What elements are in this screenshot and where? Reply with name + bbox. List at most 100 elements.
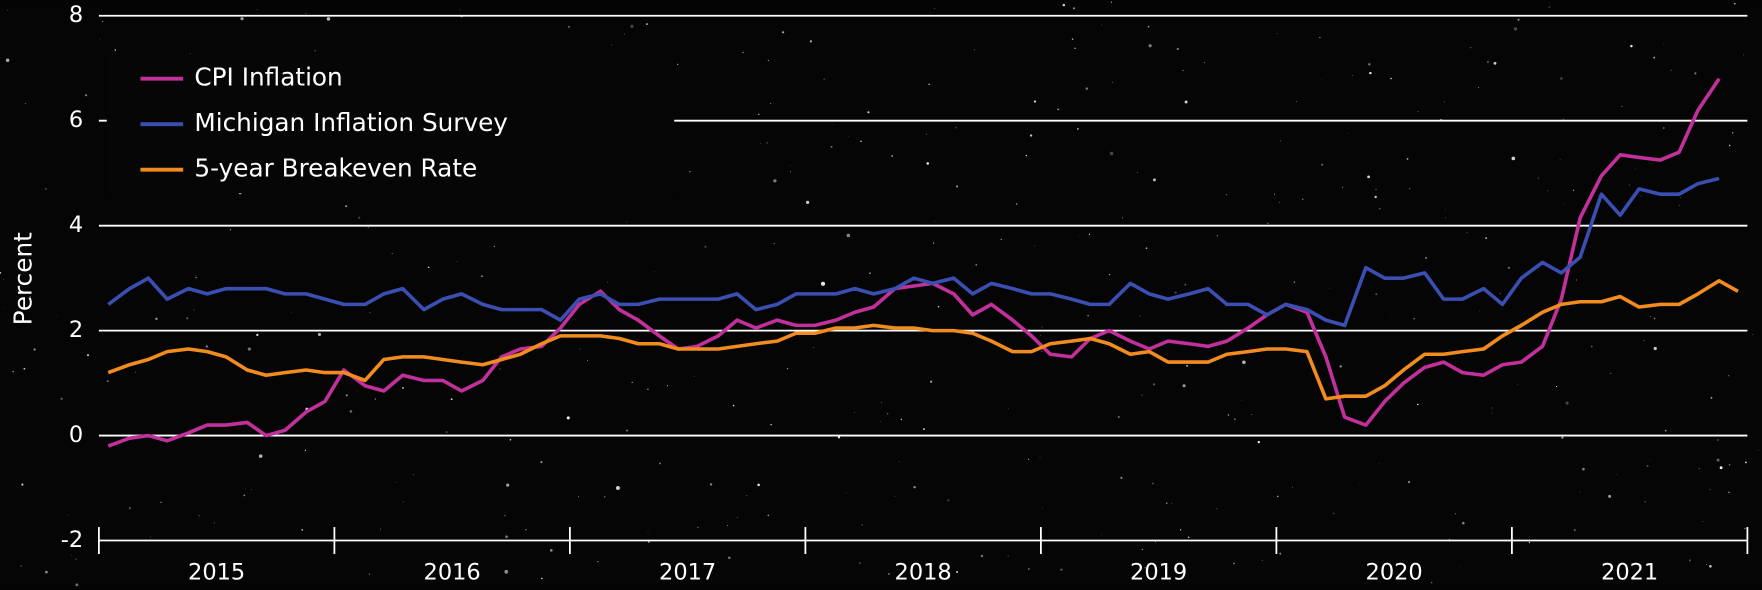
- star: [1342, 186, 1344, 188]
- star: [1227, 414, 1230, 416]
- star: [499, 368, 501, 370]
- star: [349, 410, 353, 413]
- star: [677, 63, 679, 66]
- star: [886, 413, 889, 415]
- star: [4, 306, 6, 308]
- star: [1111, 81, 1113, 83]
- star: [1709, 489, 1711, 491]
- star: [1034, 245, 1035, 247]
- legend-backdrop: [106, 53, 675, 194]
- star: [597, 561, 599, 563]
- star: [1517, 384, 1519, 385]
- star: [647, 541, 650, 543]
- star: [1176, 47, 1179, 51]
- star: [955, 127, 957, 129]
- star: [645, 23, 648, 26]
- star: [1359, 484, 1361, 486]
- star: [709, 483, 713, 486]
- star: [1727, 374, 1730, 377]
- star: [934, 220, 936, 222]
- star: [33, 348, 36, 351]
- star: [45, 570, 48, 574]
- star: [1698, 467, 1700, 470]
- star: [1321, 79, 1322, 81]
- star: [78, 530, 80, 532]
- star: [367, 227, 369, 229]
- x-tick-label: 2016: [424, 560, 481, 586]
- star: [1449, 538, 1450, 540]
- star: [1443, 101, 1445, 103]
- star: [1276, 495, 1279, 498]
- star: [980, 554, 984, 558]
- star: [1154, 541, 1156, 543]
- legend: CPI Inflation Michigan Inflation Survey 5-…: [140, 63, 508, 183]
- star: [1257, 440, 1260, 444]
- star: [1513, 27, 1518, 31]
- star: [345, 205, 348, 208]
- star: [913, 485, 916, 489]
- star: [59, 540, 61, 542]
- legend-label: 5-year Breakeven Rate: [194, 154, 477, 183]
- star: [928, 83, 930, 86]
- star: [697, 526, 699, 528]
- star: [1662, 127, 1665, 129]
- star: [60, 397, 63, 400]
- star: [806, 200, 810, 205]
- star: [1560, 77, 1563, 80]
- star: [1339, 365, 1342, 368]
- star: [1575, 279, 1577, 281]
- star: [760, 143, 762, 144]
- star: [493, 245, 495, 248]
- star: [742, 51, 744, 54]
- star: [947, 499, 950, 502]
- star: [258, 454, 263, 458]
- y-tick-label: 2: [69, 317, 83, 343]
- star: [1517, 18, 1520, 21]
- star: [898, 461, 900, 462]
- star: [727, 525, 728, 526]
- star: [1101, 533, 1102, 535]
- star: [541, 577, 543, 580]
- star: [1118, 416, 1120, 418]
- star: [1630, 44, 1633, 48]
- star: [1417, 111, 1419, 112]
- star: [114, 49, 117, 51]
- star: [1378, 207, 1381, 210]
- star: [1466, 232, 1468, 234]
- star: [1039, 457, 1041, 459]
- star: [1027, 458, 1030, 460]
- star: [974, 49, 975, 51]
- star: [391, 252, 393, 254]
- star: [1486, 60, 1490, 63]
- star: [579, 348, 581, 350]
- star: [1027, 568, 1030, 570]
- star: [1347, 132, 1349, 134]
- star: [1078, 235, 1080, 236]
- star: [193, 309, 195, 311]
- star: [894, 495, 896, 497]
- star: [1610, 160, 1612, 161]
- star: [549, 549, 553, 552]
- star: [1087, 314, 1089, 317]
- star: [659, 462, 661, 465]
- star: [1561, 436, 1564, 439]
- star: [1491, 412, 1493, 414]
- star: [1369, 71, 1372, 75]
- star: [1406, 158, 1409, 160]
- star: [1582, 467, 1585, 471]
- star: [1621, 105, 1623, 107]
- star: [1653, 346, 1657, 351]
- star: [1455, 513, 1457, 515]
- star: [732, 404, 735, 407]
- star: [1555, 386, 1557, 388]
- star: [1041, 350, 1043, 352]
- star: [358, 216, 361, 219]
- star: [1733, 2, 1736, 5]
- star: [1706, 564, 1707, 565]
- data-line: [107, 176, 1720, 328]
- star: [84, 94, 88, 97]
- star: [1147, 25, 1150, 28]
- star: [1634, 168, 1636, 170]
- star: [1367, 175, 1370, 179]
- star: [1562, 203, 1564, 204]
